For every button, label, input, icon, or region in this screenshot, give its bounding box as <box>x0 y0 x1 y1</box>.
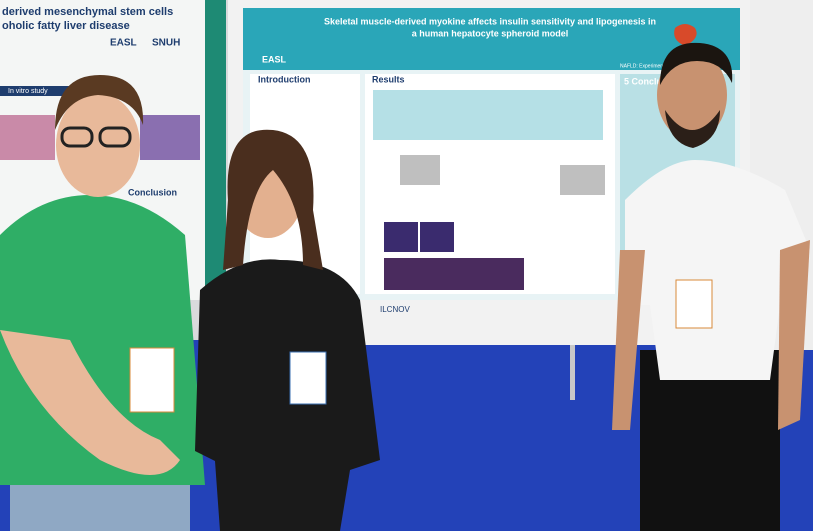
person-center <box>195 129 380 531</box>
figure <box>140 115 200 160</box>
figure <box>420 222 454 252</box>
section-heading: Conclusion <box>128 187 177 197</box>
logo: EASL <box>262 54 287 64</box>
stand-pole <box>570 340 575 400</box>
section-bar <box>0 86 70 96</box>
left-poster-stripe <box>205 0 226 300</box>
left-poster-title: oholic fatty liver disease <box>2 20 130 32</box>
figure <box>384 258 524 290</box>
blot <box>400 155 440 185</box>
blot <box>560 165 605 195</box>
section-heading: 5 Conclu <box>624 76 662 86</box>
left-poster-title: derived mesenchymal stem cells <box>2 6 173 18</box>
results-text <box>373 90 603 140</box>
section-heading: Introduction <box>258 74 311 84</box>
figure <box>0 115 55 160</box>
poster-title: Skeletal muscle-derived myokine affects … <box>324 16 656 26</box>
person-right <box>612 42 810 531</box>
figure <box>384 222 418 252</box>
section-heading: Results <box>372 74 405 84</box>
section-heading: In vitro study <box>8 88 48 95</box>
poster-header <box>243 8 740 70</box>
logo: SNUH <box>152 38 180 49</box>
poster-title: a human hepatocyte spheroid model <box>412 28 569 38</box>
logo: EASL <box>110 38 137 49</box>
person-left <box>0 75 205 531</box>
liver-icon <box>674 24 697 46</box>
poster-footer: ILCNOV <box>380 305 410 314</box>
topic: NAFLD: Experiment <box>620 63 665 69</box>
